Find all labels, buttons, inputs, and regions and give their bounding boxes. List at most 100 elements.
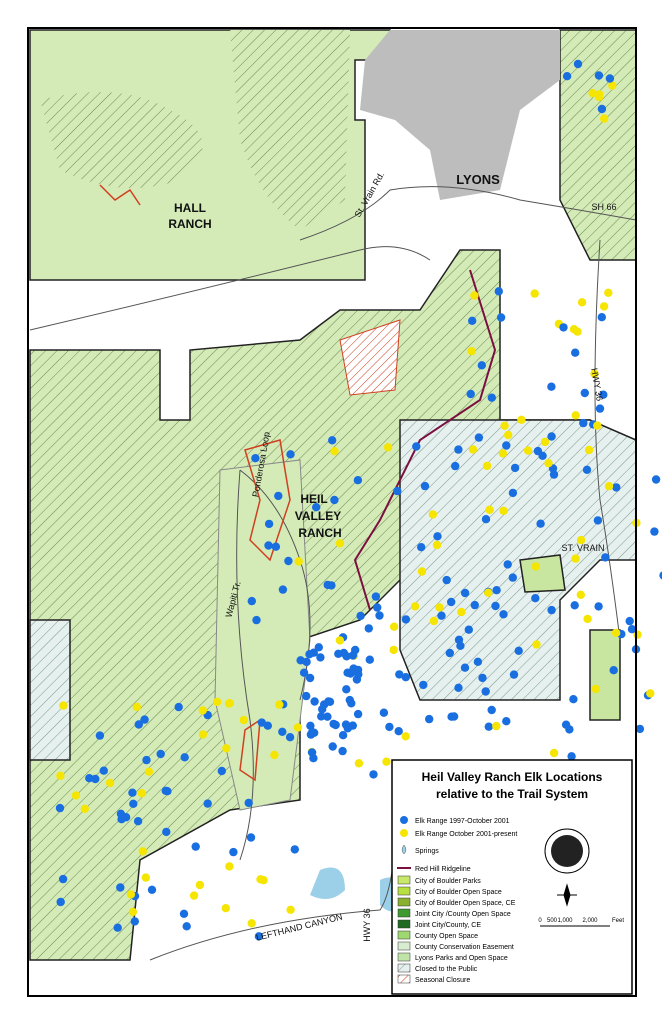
elk-dot-1997 <box>502 441 511 450</box>
elk-dot-2001 <box>294 557 303 566</box>
elk-dot-1997 <box>496 313 506 322</box>
elk-dot-2001 <box>583 614 592 624</box>
elk-dot-2001 <box>604 482 614 491</box>
elk-dot-1997 <box>302 691 311 701</box>
elk-dot-1997 <box>417 543 426 552</box>
scale-label: 0 <box>538 918 542 924</box>
elk-dot-2001 <box>593 421 602 430</box>
elk-dot-1997 <box>547 605 556 615</box>
elk-dot-1997 <box>447 597 456 607</box>
elk-dot-1997 <box>247 596 256 606</box>
elk-dot-1997 <box>484 722 493 731</box>
elk-dot-1997 <box>510 463 520 473</box>
elk-dot-1997 <box>454 445 463 454</box>
elk-dot-2001 <box>498 449 508 458</box>
place-label: SH 66 <box>591 202 616 212</box>
elk-dot-2001 <box>105 778 115 788</box>
elk-dot-2001 <box>354 759 364 768</box>
elk-dot-2001 <box>144 767 154 776</box>
elk-dot-1997 <box>299 668 309 677</box>
elk-dot-1997 <box>373 603 382 612</box>
elk-dot-1997 <box>99 766 109 775</box>
lyons-parks <box>519 554 566 593</box>
elk-dot-1997 <box>594 71 604 80</box>
elk-dot-2001 <box>198 706 207 715</box>
elk-dot-1997 <box>342 652 351 661</box>
elk-dot-1997 <box>180 753 189 762</box>
elk-dot-1997 <box>650 527 659 536</box>
elk-dot-2001 <box>600 114 609 123</box>
elk-dot-1997 <box>659 571 662 580</box>
elk-dot-2001 <box>195 880 205 890</box>
elk-dot-2001 <box>576 590 585 599</box>
elk-dot-1997 <box>334 649 343 658</box>
elk-dot-1997 <box>487 393 496 402</box>
legend-symbol <box>401 844 407 855</box>
elk-dot-2001 <box>222 744 231 753</box>
elk-dot-1997 <box>95 731 105 740</box>
elk-dot-1997 <box>569 695 578 704</box>
elk-dot-1997 <box>318 705 327 714</box>
locator-map <box>551 835 583 867</box>
legend-label: Lyons Parks and Open Space <box>415 955 508 962</box>
red-hill-ridgeline <box>353 269 497 611</box>
elk-dot-1997 <box>113 923 122 932</box>
elk-dot-1997 <box>601 553 610 562</box>
elk-dot-2001 <box>482 461 492 471</box>
elk-dot-1997 <box>561 720 571 729</box>
elk-dot-1997 <box>635 724 645 734</box>
elk-dot-2001 <box>499 506 508 515</box>
seasonal-closure <box>339 319 401 396</box>
elk-dot-1997 <box>419 680 428 690</box>
elk-dot-1997 <box>470 600 479 610</box>
elk-dot-1997 <box>393 486 402 496</box>
place-label: RANCH <box>168 217 211 231</box>
elk-dot-2001 <box>599 302 609 311</box>
elk-dot-1997 <box>278 585 288 594</box>
elk-dot-1997 <box>55 803 65 813</box>
legend-label: County Open Space <box>415 933 478 940</box>
elk-dot-1997 <box>593 516 603 525</box>
elk-dot-2001 <box>275 700 284 709</box>
elk-dot-1997 <box>547 432 556 441</box>
elk-dot-1997 <box>582 465 592 474</box>
elk-dot-2001 <box>569 325 579 334</box>
elk-dot-1997 <box>394 727 403 736</box>
elk-dot-1997 <box>478 673 487 683</box>
elk-dot-1997 <box>351 645 360 655</box>
legend-label: Elk Range October 2001-present <box>415 831 517 838</box>
place-label: VALLEY <box>295 509 341 523</box>
elk-dot-1997 <box>353 709 363 719</box>
elk-dot-1997 <box>369 770 378 779</box>
elk-dot-1997 <box>536 519 545 528</box>
elk-dot-2001 <box>571 554 580 563</box>
conservation-easement <box>29 619 71 761</box>
elk-dot-2001 <box>59 701 68 710</box>
elk-dot-1997 <box>353 665 363 675</box>
elk-dot-2001 <box>604 288 613 297</box>
elk-dot-1997 <box>271 542 281 551</box>
lyons-parks <box>589 629 621 721</box>
elk-dot-1997 <box>571 348 580 357</box>
elk-dot-1997 <box>375 611 384 620</box>
elk-dot-2001 <box>500 421 509 430</box>
elk-dot-1997 <box>161 786 170 795</box>
elk-dot-1997 <box>477 361 486 370</box>
elk-dot-2001 <box>646 689 655 698</box>
elk-dot-1997 <box>365 655 374 664</box>
elk-dot-2001 <box>492 721 501 731</box>
hatched-area <box>40 92 203 188</box>
elk-dot-1997 <box>499 610 508 619</box>
elk-dot-2001 <box>132 702 141 712</box>
scale-label: 2,000 <box>582 918 598 924</box>
elk-dot-2001 <box>584 445 594 455</box>
elk-dot-2001 <box>239 715 248 725</box>
elk-dot-2001 <box>588 89 597 98</box>
elk-dot-2001 <box>138 847 147 856</box>
elk-dot-2001 <box>517 415 526 424</box>
elk-dot-2001 <box>56 771 65 780</box>
elk-dot-1997 <box>466 389 475 399</box>
elk-dot-1997 <box>323 580 332 590</box>
legend-label: City of Boulder Parks <box>415 878 481 885</box>
